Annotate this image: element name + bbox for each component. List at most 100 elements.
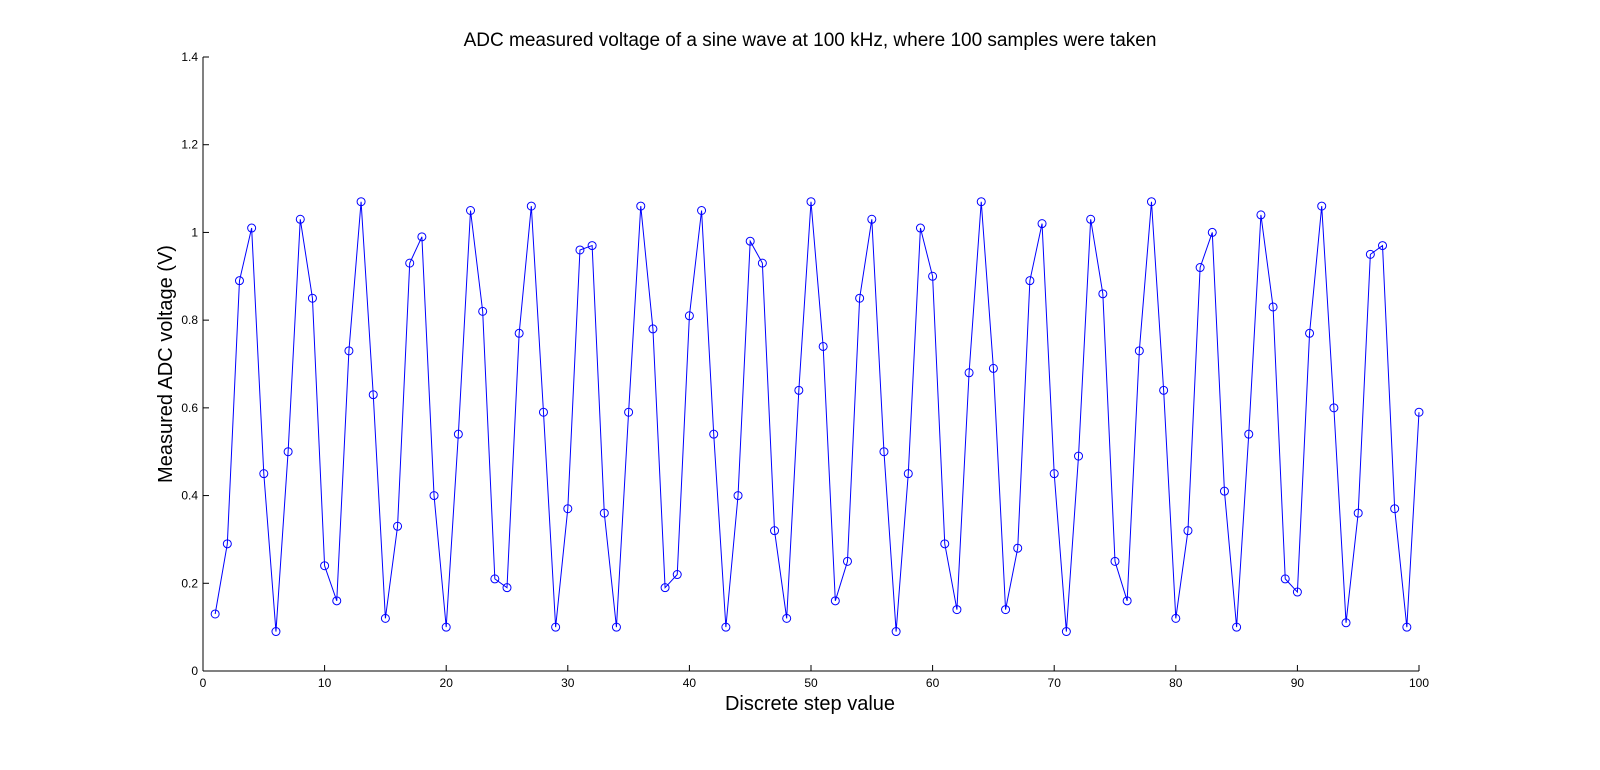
data-point: [1256, 210, 1266, 220]
data-point: [903, 469, 913, 479]
data-point: [1086, 214, 1096, 224]
data-point: [636, 201, 646, 211]
data-point: [295, 214, 305, 224]
data-point: [1001, 605, 1011, 615]
data-point: [1061, 627, 1071, 637]
data-point: [356, 197, 366, 207]
data-point: [405, 258, 415, 268]
data-point: [1378, 241, 1388, 251]
data-point: [1013, 543, 1023, 553]
y-tick-label: 1.4: [181, 50, 198, 64]
data-point: [1341, 618, 1351, 628]
data-point: [782, 613, 792, 623]
data-point: [1292, 587, 1302, 597]
data-point: [1365, 249, 1375, 259]
x-tick-label: 0: [200, 676, 207, 690]
data-point: [417, 232, 427, 242]
x-axis-label: Discrete step value: [725, 693, 895, 715]
data-point: [320, 561, 330, 571]
data-point: [855, 293, 865, 303]
data-point: [1146, 197, 1156, 207]
data-point: [368, 390, 378, 400]
data-point: [1268, 302, 1278, 312]
data-point: [259, 469, 269, 479]
data-point: [429, 491, 439, 501]
data-point: [806, 197, 816, 207]
data-point: [757, 258, 767, 268]
data-point: [441, 622, 451, 632]
x-tick-label: 10: [318, 676, 332, 690]
data-point: [867, 214, 877, 224]
data-point: [271, 627, 281, 637]
x-tick-label: 50: [804, 676, 818, 690]
data-point: [879, 447, 889, 457]
data-point: [915, 223, 925, 233]
data-point: [1402, 622, 1412, 632]
data-point: [380, 613, 390, 623]
data-point: [1049, 469, 1059, 479]
data-point: [1122, 596, 1132, 606]
data-point: [1183, 526, 1193, 536]
data-point: [928, 271, 938, 281]
y-tick-label: 0.2: [181, 576, 198, 590]
data-point: [1037, 219, 1047, 229]
data-point: [514, 328, 524, 338]
data-point: [1074, 451, 1084, 461]
data-point: [1098, 289, 1108, 299]
data-point: [283, 447, 293, 457]
data-point: [563, 504, 573, 514]
data-point: [709, 429, 719, 439]
data-point: [332, 596, 342, 606]
data-point: [794, 385, 804, 395]
data-point: [1353, 508, 1363, 518]
data-point: [551, 622, 561, 632]
data-point: [1390, 504, 1400, 514]
x-tick-label: 70: [1048, 676, 1062, 690]
data-point: [684, 311, 694, 321]
data-point: [1159, 385, 1169, 395]
data-point: [599, 508, 609, 518]
data-point: [307, 293, 317, 303]
data-point: [393, 521, 403, 531]
x-tick-label: 80: [1169, 676, 1183, 690]
data-point: [770, 526, 780, 536]
data-point: [624, 407, 634, 417]
data-point: [234, 276, 244, 286]
data-point: [587, 241, 597, 251]
data-point: [210, 609, 220, 619]
data-point: [526, 201, 536, 211]
data-point: [648, 324, 658, 334]
data-point: [697, 206, 707, 215]
y-axis-label: Measured ADC voltage (V): [155, 245, 177, 483]
data-point: [976, 197, 986, 207]
x-tick-label: 20: [440, 676, 454, 690]
data-point: [830, 596, 840, 606]
y-tick-label: 1.2: [181, 138, 198, 152]
data-point: [1195, 263, 1205, 273]
data-point: [842, 556, 852, 566]
data-point: [1329, 403, 1339, 413]
x-tick-label: 60: [926, 676, 940, 690]
data-point: [466, 206, 476, 215]
data-point: [502, 583, 512, 593]
data-point: [1244, 429, 1254, 439]
x-tick-label: 40: [683, 676, 697, 690]
data-point: [1414, 407, 1424, 417]
y-tick-label: 0.4: [181, 489, 198, 503]
data-point: [660, 583, 670, 593]
data-point: [964, 368, 974, 378]
data-point: [1207, 227, 1217, 237]
data-point: [891, 627, 901, 637]
data-point: [611, 622, 621, 632]
data-point: [952, 605, 962, 615]
data-point: [478, 306, 488, 316]
data-point: [1025, 276, 1035, 286]
data-point: [1232, 622, 1242, 632]
data-point: [1317, 201, 1327, 211]
x-tick-label: 30: [561, 676, 575, 690]
y-tick-label: 0.8: [181, 313, 198, 327]
chart-title: ADC measured voltage of a sine wave at 1…: [464, 30, 1157, 51]
data-point: [247, 223, 257, 233]
data-point: [940, 539, 950, 549]
